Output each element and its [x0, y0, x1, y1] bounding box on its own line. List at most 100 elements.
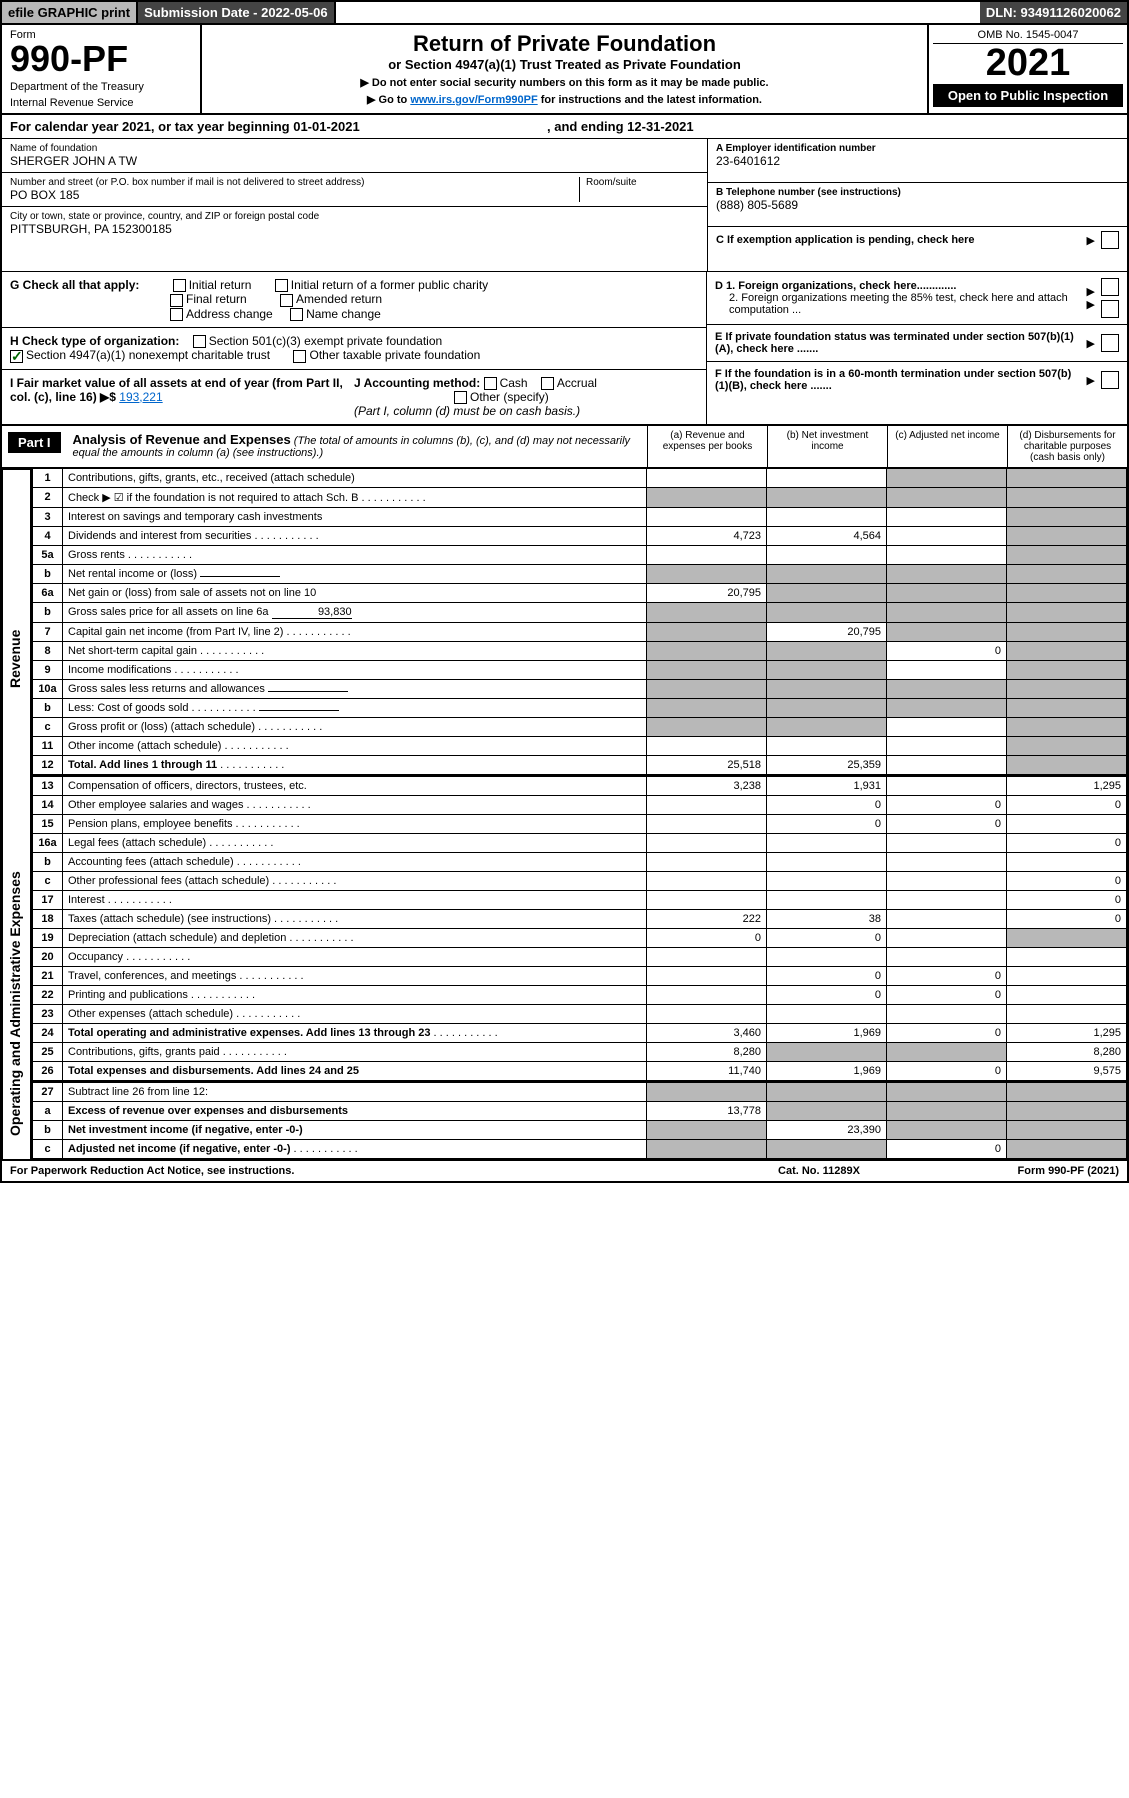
table-row: 24Total operating and administrative exp…: [33, 1024, 1127, 1043]
chk-501c3[interactable]: [193, 335, 206, 348]
checkbox-c[interactable]: [1101, 231, 1119, 249]
cell-amount: 13,778: [647, 1102, 767, 1121]
chk-other-acct[interactable]: [454, 391, 467, 404]
cell-amount: 0: [647, 929, 767, 948]
cell-amount: [647, 1005, 767, 1024]
row-num: b: [33, 603, 63, 623]
table-row: 22Printing and publications00: [33, 986, 1127, 1005]
entity-right: A Employer identification number 23-6401…: [707, 139, 1127, 271]
expense-table: 13Compensation of officers, directors, t…: [32, 775, 1127, 1081]
cell-amount: [887, 853, 1007, 872]
table-row: 4Dividends and interest from securities4…: [33, 527, 1127, 546]
row-num: 22: [33, 986, 63, 1005]
cell-shaded: [647, 603, 767, 623]
row-label: Gross sales less returns and allowances: [63, 680, 647, 699]
row-label: Gross rents: [63, 546, 647, 565]
room-label: Room/suite: [586, 177, 699, 188]
arrow-icon: ▶▶: [1087, 285, 1095, 311]
cell-shaded: [647, 661, 767, 680]
row-num: 5a: [33, 546, 63, 565]
row-num: 17: [33, 891, 63, 910]
row-num: 14: [33, 796, 63, 815]
cell-amount: 4,564: [767, 527, 887, 546]
d1-text: D 1. Foreign organizations, check here..…: [715, 280, 956, 292]
cell-amount: 0: [887, 796, 1007, 815]
table-row: bNet rental income or (loss): [33, 565, 1127, 584]
row-label: Printing and publications: [63, 986, 647, 1005]
cell-shaded: [1007, 661, 1127, 680]
entity-info: Name of foundation SHERGER JOHN A TW Num…: [2, 139, 1127, 272]
dln-label: DLN: 93491126020062: [980, 2, 1127, 23]
cell-amount: 1,931: [767, 776, 887, 796]
chk-initial[interactable]: [173, 279, 186, 292]
cell-shaded: [1007, 508, 1127, 527]
header-middle: Return of Private Foundation or Section …: [202, 25, 927, 113]
arrow-icon: ▶: [1087, 374, 1095, 387]
cell-shaded: [887, 603, 1007, 623]
row-label: Occupancy: [63, 948, 647, 967]
chk-final[interactable]: [170, 294, 183, 307]
col-a-hdr: (a) Revenue and expenses per books: [647, 426, 767, 467]
cell-shaded: [1007, 756, 1127, 775]
cell-shaded: [767, 1082, 887, 1102]
irs-link[interactable]: www.irs.gov/Form990PF: [410, 94, 537, 106]
table-row: bGross sales price for all assets on lin…: [33, 603, 1127, 623]
chk-d2[interactable]: [1101, 300, 1119, 318]
cell-shaded: [1007, 603, 1127, 623]
tax-year: 2021: [933, 44, 1123, 82]
f-text: F If the foundation is in a 60-month ter…: [715, 368, 1081, 392]
chk-cash[interactable]: [484, 377, 497, 390]
table-row: 2Check ▶ ☑ if the foundation is not requ…: [33, 488, 1127, 508]
row-label: Contributions, gifts, grants paid: [63, 1043, 647, 1062]
row-label: Income modifications: [63, 661, 647, 680]
opt-addr: Address change: [186, 307, 273, 321]
row-label: Taxes (attach schedule) (see instruction…: [63, 910, 647, 929]
chk-other-tax[interactable]: [293, 350, 306, 363]
chk-f[interactable]: [1101, 371, 1119, 389]
cell-amount: 1,969: [767, 1062, 887, 1081]
row-label: Capital gain net income (from Part IV, l…: [63, 623, 647, 642]
table-row: bLess: Cost of goods sold: [33, 699, 1127, 718]
h-label: H Check type of organization:: [10, 334, 179, 348]
cell-amount: 11,740: [647, 1062, 767, 1081]
cell-amount: 0: [887, 967, 1007, 986]
chk-4947[interactable]: [10, 350, 23, 363]
chk-name[interactable]: [290, 308, 303, 321]
cell-shaded: [647, 680, 767, 699]
chk-addr[interactable]: [170, 308, 183, 321]
chk-amended[interactable]: [280, 294, 293, 307]
row-num: 2: [33, 488, 63, 508]
row-label: Travel, conferences, and meetings: [63, 967, 647, 986]
cell-shaded: [647, 623, 767, 642]
cell-amount: [887, 834, 1007, 853]
cell-shaded: [887, 1043, 1007, 1062]
cell-shaded: [1007, 1102, 1127, 1121]
cell-amount: [887, 527, 1007, 546]
row-num: 3: [33, 508, 63, 527]
table-column: 1Contributions, gifts, grants, etc., rec…: [32, 468, 1127, 1159]
chk-d1[interactable]: [1101, 278, 1119, 296]
table-row: 15Pension plans, employee benefits00: [33, 815, 1127, 834]
table-row: 20Occupancy: [33, 948, 1127, 967]
row-num: b: [33, 853, 63, 872]
chk-accrual[interactable]: [541, 377, 554, 390]
submission-date: Submission Date - 2022-05-06: [138, 2, 336, 23]
cell-amount: 0: [887, 815, 1007, 834]
row-num: 26: [33, 1062, 63, 1081]
opt-other-acct: Other (specify): [470, 390, 549, 404]
table-row: 3Interest on savings and temporary cash …: [33, 508, 1127, 527]
chk-e[interactable]: [1101, 334, 1119, 352]
cell-shaded: [887, 1102, 1007, 1121]
dept-treasury: Department of the Treasury: [10, 81, 192, 93]
chk-initial-former[interactable]: [275, 279, 288, 292]
cell-amount: 25,359: [767, 756, 887, 775]
row-num: c: [33, 872, 63, 891]
cell-amount: 0: [1007, 872, 1127, 891]
calendar-year-row: For calendar year 2021, or tax year begi…: [2, 115, 1127, 139]
e-box: E If private foundation status was termi…: [707, 325, 1127, 362]
cell-shaded: [1007, 488, 1127, 508]
cell-shaded: [887, 623, 1007, 642]
cell-amount: [767, 469, 887, 488]
col-b-hdr: (b) Net investment income: [767, 426, 887, 467]
j-label: J Accounting method:: [354, 376, 480, 390]
